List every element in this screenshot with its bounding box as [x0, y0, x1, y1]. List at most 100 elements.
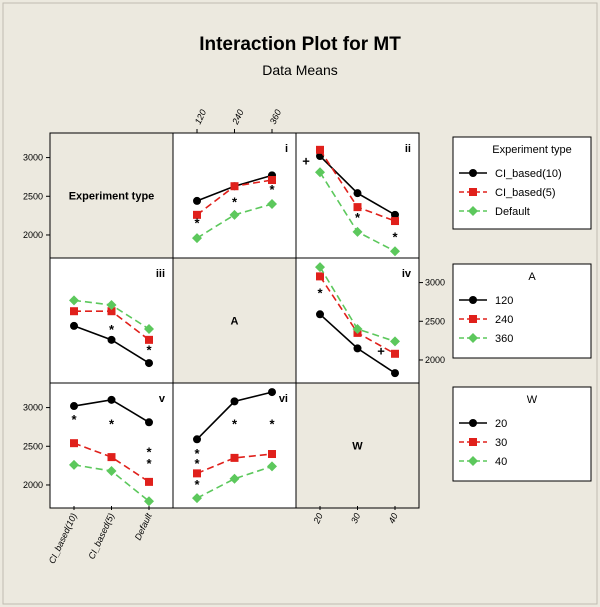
- significance-marker: *: [269, 417, 275, 432]
- data-point: [193, 196, 201, 205]
- x-tick-label: 40: [387, 512, 400, 525]
- data-point: [193, 210, 201, 219]
- data-point: [145, 477, 153, 486]
- significance-marker: *: [232, 417, 238, 432]
- data-point: [192, 233, 202, 244]
- data-point: [267, 199, 277, 210]
- significance-marker: *: [194, 215, 200, 230]
- data-point: [144, 496, 154, 507]
- panel-label: v: [159, 393, 166, 405]
- significance-marker: *: [317, 285, 323, 300]
- data-point: [391, 349, 399, 358]
- legend-marker: [469, 419, 477, 427]
- data-point: [316, 310, 324, 319]
- legend-entry: 120: [495, 295, 513, 307]
- data-point: [145, 359, 153, 368]
- y-tick-label: 2500: [425, 316, 445, 326]
- x-tick-label: 20: [311, 512, 325, 526]
- data-point: [268, 176, 276, 185]
- data-point: [70, 307, 78, 316]
- data-point: [268, 450, 276, 459]
- data-point: [192, 493, 202, 504]
- diagonal-cell: [295, 382, 420, 509]
- significance-marker: *: [194, 446, 200, 461]
- legends: Experiment type CI_based(10) CI_based(5) De…: [452, 136, 592, 482]
- legend-entry: 240: [495, 314, 513, 326]
- data-point: [230, 182, 239, 191]
- legend-entry: CI_based(5): [495, 187, 556, 199]
- significance-marker: *: [194, 477, 200, 492]
- legend-title: A: [528, 271, 536, 283]
- diagonal-cell: [49, 132, 174, 259]
- data-point: [193, 435, 201, 444]
- y-tick-label: 3000: [23, 153, 43, 163]
- legend: A 120 240 360: [452, 263, 592, 359]
- data-point: [230, 453, 239, 462]
- legend-marker: [469, 438, 477, 446]
- y-tick-label: 2000: [425, 355, 445, 365]
- significance-marker: *: [392, 229, 398, 244]
- y-tick-label: 2500: [23, 441, 43, 451]
- data-point: [69, 459, 79, 470]
- significance-marker: +: [302, 153, 310, 168]
- y-tick-label: 2000: [23, 230, 43, 240]
- x-tick-label: 30: [349, 512, 362, 525]
- data-point: [315, 167, 325, 178]
- legend-marker: [468, 206, 478, 216]
- legend-entry: Default: [495, 206, 530, 218]
- legend-entry: 30: [495, 437, 507, 449]
- factor-label: A: [231, 316, 239, 328]
- panel-label: vi: [279, 393, 288, 405]
- data-point: [70, 402, 78, 411]
- legend-title: W: [527, 394, 538, 406]
- data-point: [107, 307, 116, 316]
- data-point: [69, 295, 79, 306]
- data-point: [106, 300, 117, 311]
- legend-box: [452, 136, 592, 230]
- legend-marker: [469, 296, 477, 304]
- legend-marker: [468, 456, 478, 466]
- y-tick-label: 3000: [23, 403, 43, 413]
- legend-box: [452, 386, 592, 482]
- series-line: [196, 453, 273, 475]
- panel-vi: **** *vi: [192, 388, 288, 504]
- data-point: [391, 369, 399, 378]
- significance-marker: *: [269, 182, 275, 197]
- data-point: [145, 418, 153, 427]
- panel-label: ii: [405, 143, 411, 155]
- data-point: [353, 189, 362, 198]
- legend: Experiment type CI_based(10) CI_based(5) De…: [452, 136, 592, 230]
- data-point: [390, 336, 400, 347]
- chart-subtitle: Data Means: [262, 62, 337, 78]
- legend-entry: 40: [495, 456, 507, 468]
- data-point: [353, 344, 362, 353]
- significance-marker: *: [109, 322, 115, 337]
- significance-marker: +: [377, 343, 385, 358]
- panel-iv: * + iv: [315, 262, 412, 378]
- factor-label: Experiment type: [69, 191, 155, 203]
- chart-title: Interaction Plot for MT: [199, 34, 401, 55]
- data-point: [391, 217, 399, 226]
- data-point: [70, 321, 78, 330]
- significance-marker: *: [146, 444, 152, 459]
- y-tick-label: 2000: [23, 480, 43, 490]
- panel-label: i: [285, 143, 288, 155]
- data-point: [107, 395, 116, 404]
- data-point: [145, 335, 153, 344]
- legend-entry: 20: [495, 418, 507, 430]
- series-line: [196, 465, 273, 499]
- legend-marker: [469, 169, 477, 177]
- legend-entry: CI_based(10): [495, 168, 562, 180]
- data-point: [353, 203, 362, 212]
- y-tick-label: 2500: [23, 191, 43, 201]
- panel-ii: + * * ii: [302, 143, 411, 257]
- data-point: [107, 453, 116, 462]
- data-point: [316, 145, 324, 154]
- data-point: [193, 469, 201, 478]
- data-point: [268, 388, 276, 397]
- data-point: [352, 226, 363, 237]
- series-line: [73, 442, 150, 483]
